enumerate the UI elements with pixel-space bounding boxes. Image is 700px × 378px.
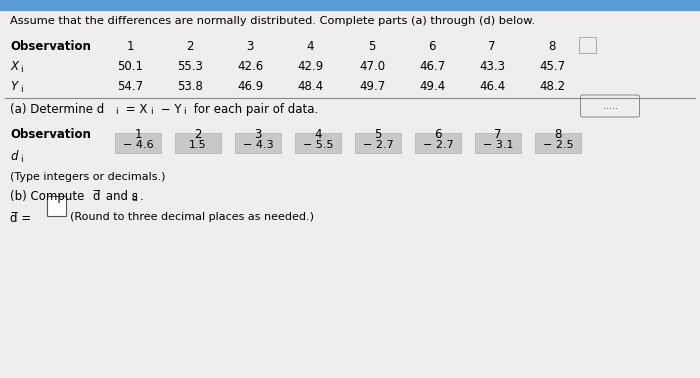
Text: 54.7: 54.7 — [117, 80, 143, 93]
Text: 49.4: 49.4 — [419, 80, 445, 93]
FancyBboxPatch shape — [47, 196, 66, 216]
Text: − 5.5: − 5.5 — [302, 140, 333, 150]
Text: i: i — [150, 107, 153, 116]
Text: 7: 7 — [494, 128, 502, 141]
Text: for each pair of data.: for each pair of data. — [190, 103, 318, 116]
Text: 2: 2 — [186, 40, 194, 53]
Text: = X: = X — [122, 103, 148, 116]
Text: 4: 4 — [307, 40, 314, 53]
Text: 5: 5 — [374, 128, 382, 141]
Text: − 2.5: − 2.5 — [542, 140, 573, 150]
Text: 7: 7 — [489, 40, 496, 53]
Text: .....: ..... — [603, 101, 617, 111]
Text: 46.4: 46.4 — [479, 80, 505, 93]
Text: and s: and s — [102, 190, 138, 203]
Text: d̅ =: d̅ = — [10, 212, 35, 225]
Text: 45.7: 45.7 — [539, 60, 565, 73]
FancyBboxPatch shape — [535, 133, 581, 153]
Text: (Type integers or decimals.): (Type integers or decimals.) — [10, 172, 165, 182]
FancyBboxPatch shape — [475, 133, 521, 153]
Text: 46.9: 46.9 — [237, 80, 263, 93]
Text: 4: 4 — [314, 128, 322, 141]
FancyBboxPatch shape — [355, 133, 401, 153]
Text: 8: 8 — [548, 40, 556, 53]
Text: X: X — [10, 60, 18, 73]
Text: 48.4: 48.4 — [297, 80, 323, 93]
Text: i: i — [20, 65, 22, 74]
Text: 6: 6 — [434, 128, 442, 141]
Text: d: d — [10, 150, 18, 163]
Text: − 2.7: − 2.7 — [423, 140, 454, 150]
FancyBboxPatch shape — [580, 95, 640, 117]
FancyBboxPatch shape — [295, 133, 341, 153]
Text: .: . — [140, 190, 143, 203]
Text: (Round to three decimal places as needed.): (Round to three decimal places as needed… — [70, 212, 314, 222]
Text: Observation: Observation — [10, 128, 91, 141]
Text: − 4.6: − 4.6 — [122, 140, 153, 150]
Text: − 3.1: − 3.1 — [483, 140, 513, 150]
Text: 46.7: 46.7 — [419, 60, 445, 73]
Text: 47.0: 47.0 — [359, 60, 385, 73]
Text: 50.1: 50.1 — [117, 60, 143, 73]
Text: (a) Determine d: (a) Determine d — [10, 103, 104, 116]
Text: (b) Compute: (b) Compute — [10, 190, 88, 203]
Text: Assume that the differences are normally distributed. Complete parts (a) through: Assume that the differences are normally… — [10, 16, 535, 26]
Text: i: i — [20, 155, 22, 164]
FancyBboxPatch shape — [115, 133, 161, 153]
Text: 5: 5 — [368, 40, 376, 53]
Text: 55.3: 55.3 — [177, 60, 203, 73]
Text: 1: 1 — [126, 40, 134, 53]
Text: 48.2: 48.2 — [539, 80, 565, 93]
Text: 3: 3 — [254, 128, 262, 141]
Bar — [0, 0, 700, 10]
Text: − Y: − Y — [157, 103, 181, 116]
Text: Observation: Observation — [10, 40, 91, 53]
FancyBboxPatch shape — [579, 37, 596, 53]
Text: 3: 3 — [246, 40, 253, 53]
Text: 1: 1 — [134, 128, 141, 141]
Text: i: i — [20, 85, 22, 94]
Text: − 4.3: − 4.3 — [243, 140, 273, 150]
Text: 42.9: 42.9 — [297, 60, 323, 73]
Text: d̅: d̅ — [92, 190, 99, 203]
Text: 49.7: 49.7 — [359, 80, 385, 93]
FancyBboxPatch shape — [235, 133, 281, 153]
Text: Y: Y — [10, 80, 17, 93]
FancyBboxPatch shape — [175, 133, 221, 153]
Text: − 2.7: − 2.7 — [363, 140, 393, 150]
Text: 42.6: 42.6 — [237, 60, 263, 73]
Text: 1.5: 1.5 — [189, 140, 206, 150]
FancyBboxPatch shape — [415, 133, 461, 153]
Text: 6: 6 — [428, 40, 435, 53]
Text: 8: 8 — [554, 128, 561, 141]
Text: i: i — [183, 107, 186, 116]
Text: d: d — [132, 194, 138, 203]
Text: 2: 2 — [195, 128, 202, 141]
Text: i: i — [115, 107, 118, 116]
Text: 53.8: 53.8 — [177, 80, 203, 93]
Text: 43.3: 43.3 — [479, 60, 505, 73]
